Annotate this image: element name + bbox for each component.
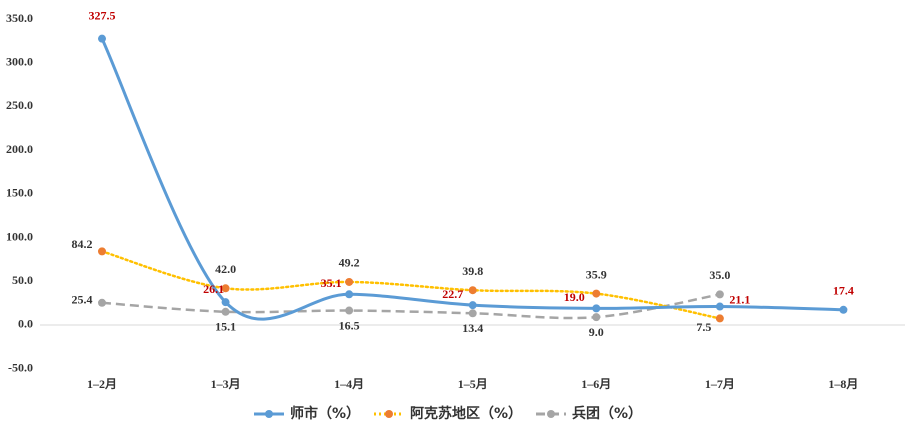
- data-label: 16.5: [339, 318, 360, 332]
- legend-label: 阿克苏地区（%）: [410, 405, 522, 422]
- data-label: 35.1: [321, 276, 342, 290]
- data-label: 26.1: [203, 282, 224, 296]
- legend-label: 师市（%）: [290, 405, 360, 422]
- y-tick-label: 300.0: [6, 54, 33, 68]
- x-tick-label: 1–5月: [458, 377, 488, 391]
- x-tick-label: 1–7月: [705, 377, 735, 391]
- marker: [345, 306, 354, 315]
- data-label: 25.4: [72, 293, 93, 307]
- data-label: 9.0: [589, 325, 604, 339]
- data-label: 35.0: [709, 268, 730, 282]
- data-label: 17.4: [833, 284, 854, 298]
- marker: [221, 298, 230, 307]
- y-tick-label: 100.0: [6, 229, 33, 243]
- marker: [98, 247, 106, 256]
- data-label: 19.0: [564, 290, 585, 304]
- x-tick-label: 1–4月: [334, 377, 364, 391]
- marker: [345, 290, 354, 299]
- marker: [839, 305, 848, 314]
- series-line: [101, 293, 721, 320]
- legend-marker: [547, 410, 555, 418]
- data-label: 21.1: [729, 292, 750, 306]
- x-tick-label: 1–8月: [828, 377, 858, 391]
- y-tick-label: 150.0: [6, 186, 33, 200]
- y-tick-label: -50.0: [8, 360, 33, 374]
- data-label: 42.0: [215, 262, 236, 276]
- series: [98, 290, 724, 322]
- x-tick-label: 1–6月: [581, 377, 611, 391]
- marker: [221, 284, 230, 293]
- data-label: 39.8: [462, 264, 483, 278]
- marker: [592, 289, 601, 298]
- series: [98, 34, 848, 321]
- marker: [592, 304, 601, 313]
- legend-marker: [385, 410, 393, 418]
- data-label: 84.2: [72, 237, 93, 251]
- legend-marker: [265, 410, 273, 418]
- marker: [715, 290, 724, 299]
- data-label: 15.1: [215, 320, 236, 334]
- y-tick-label: 50.0: [12, 273, 33, 287]
- marker: [468, 309, 477, 318]
- data-label: 327.5: [89, 8, 116, 22]
- data-label: 35.9: [586, 267, 607, 281]
- legend-label: 兵团（%）: [572, 405, 642, 422]
- data-label: 7.5: [696, 320, 711, 334]
- marker: [715, 314, 724, 323]
- marker: [221, 307, 230, 316]
- marker: [98, 298, 106, 307]
- y-tick-label: 250.0: [6, 98, 33, 112]
- x-tick-label: 1–3月: [211, 377, 241, 391]
- data-label: 22.7: [442, 287, 463, 301]
- marker: [345, 277, 354, 286]
- marker: [98, 34, 106, 43]
- y-tick-label: 0.0: [18, 317, 33, 331]
- data-label: 49.2: [339, 256, 360, 270]
- marker: [468, 286, 477, 295]
- x-tick-label: 1–2月: [87, 377, 117, 391]
- data-label: 13.4: [462, 321, 483, 335]
- marker: [592, 313, 601, 322]
- y-tick-label: 200.0: [6, 142, 33, 156]
- y-tick-label: 350.0: [6, 11, 33, 25]
- marker: [468, 301, 477, 310]
- marker: [715, 302, 724, 311]
